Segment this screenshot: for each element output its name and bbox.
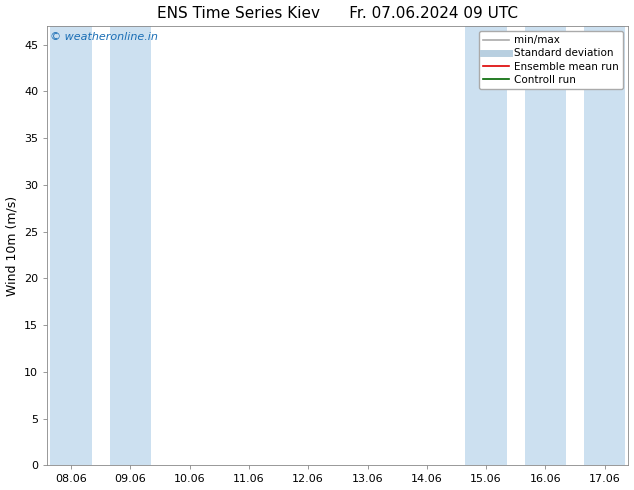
Y-axis label: Wind 10m (m/s): Wind 10m (m/s)	[6, 196, 18, 296]
Bar	[50, 26, 92, 466]
Bar	[110, 26, 151, 466]
Text: © weatheronline.in: © weatheronline.in	[50, 32, 158, 43]
Title: ENS Time Series Kiev      Fr. 07.06.2024 09 UTC: ENS Time Series Kiev Fr. 07.06.2024 09 U…	[157, 5, 519, 21]
Bar	[465, 26, 507, 466]
Bar	[525, 26, 566, 466]
Legend: min/max, Standard deviation, Ensemble mean run, Controll run: min/max, Standard deviation, Ensemble me…	[479, 31, 623, 89]
Bar	[584, 26, 626, 466]
